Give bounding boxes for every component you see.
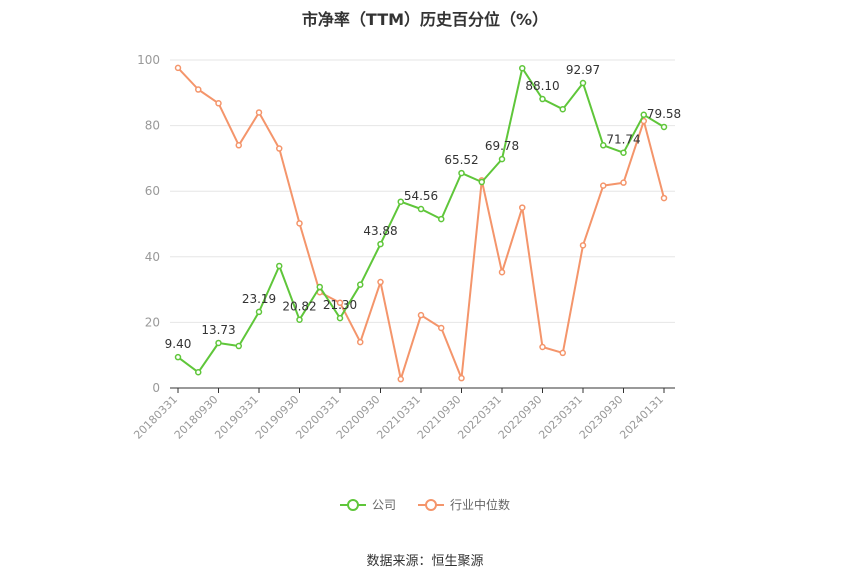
industry-data-point [174,64,182,72]
industry-data-point [336,299,344,306]
company-data-point [458,169,465,177]
industry-data-point [660,194,668,202]
y-tick-label: 100 [137,53,160,67]
y-tick-label: 60 [145,184,160,198]
company-data-label: 88.10 [525,79,559,93]
y-tick-label: 40 [145,250,160,264]
company-data-label: 13.73 [201,323,235,337]
company-data-point [276,262,283,270]
industry-data-point [539,343,546,351]
series-layer [174,64,668,383]
company-data-label: 92.97 [566,63,600,77]
legend-item-industry-median[interactable]: 行业中位数 [418,496,510,513]
company-data-point [195,369,202,376]
company-data-label: 71.74 [606,133,640,147]
legend-industry-marker-icon [418,498,444,511]
company-data-label: 20.82 [282,300,316,314]
company-data-point [539,95,546,103]
industry-data-point [519,204,526,211]
industry-data-point [377,278,384,286]
company-data-point [417,205,425,213]
industry-data-point [397,375,404,383]
x-tick-label: 20240131 [617,393,666,442]
company-data-point [519,64,526,72]
company-data-point [640,111,647,119]
company-data-point [559,105,566,113]
company-data-point [316,283,323,291]
company-data-label: 43.88 [363,224,397,238]
y-tick-label: 0 [152,381,160,395]
industry-data-point [195,86,202,93]
company-data-label: 69.78 [485,139,519,153]
company-data-point [397,198,404,205]
industry-data-point [559,349,566,357]
legend-company-marker-icon [339,498,366,511]
y-tick-label: 20 [145,315,160,329]
industry-data-point [620,179,627,186]
company-data-point [498,155,506,163]
industry-data-point [600,182,607,189]
industry-data-point [276,145,283,152]
industry-data-point [458,374,465,382]
industry-data-point [215,100,222,107]
industry-data-point [296,220,303,227]
axis-layer: 0204060801002018033120180930201903312019… [131,53,675,442]
legend: 公司 行业中位数 [0,496,850,513]
legend-industry-label: 行业中位数 [450,498,511,512]
y-tick-label: 80 [145,119,160,133]
company-data-point [579,79,587,87]
industry-data-point [255,109,263,116]
company-data-point [377,240,384,248]
industry-data-point [417,311,425,319]
company-data-label: 54.56 [404,189,438,203]
legend-item-company[interactable]: 公司 [339,496,396,513]
company-data-label: 9.40 [165,337,192,351]
company-data-point [620,149,627,156]
grid-layer [170,59,675,323]
company-data-point [215,339,222,347]
company-data-point [357,281,364,288]
company-data-point [255,308,263,316]
company-data-point [478,178,485,186]
company-data-point [296,316,303,323]
industry-data-point [357,338,364,346]
industry-data-point [235,142,242,149]
data-source-note: 数据来源：恒生聚源 [366,554,484,569]
company-data-point [660,123,668,131]
company-data-point [235,342,242,350]
company-data-point [174,353,182,361]
industry-data-point [438,324,445,332]
company-data-point [438,215,445,223]
industry-data-point [498,268,506,276]
industry-series-line [177,67,665,381]
company-data-label: 21.30 [323,298,357,312]
data-label-layer: 9.40 13.73 23.19 20.82 21.30 43.88 54.56 65.52 6… [165,63,682,351]
company-data-label: 79.58 [647,107,681,121]
legend-company-label: 公司 [371,498,396,512]
company-data-label: 23.19 [242,292,276,306]
industry-data-point [579,242,587,249]
chart-title: 市净率（TTM）历史百分位（%） [301,10,549,29]
company-data-label: 65.52 [444,153,478,167]
company-data-point [600,142,607,149]
company-data-point [336,314,344,322]
